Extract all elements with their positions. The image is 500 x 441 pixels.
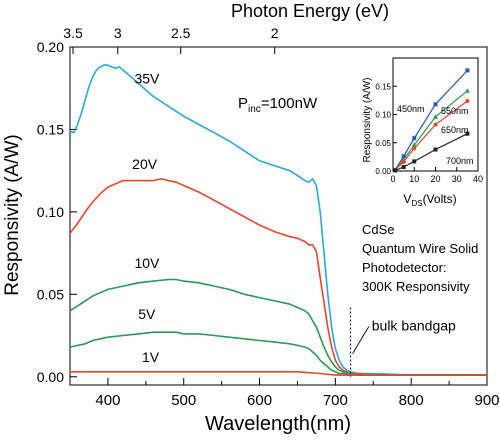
inset-x-tick-label: 30	[452, 174, 462, 184]
top-tick-label: 2	[271, 25, 279, 41]
description-line: Quantum Wire Solid	[362, 241, 478, 256]
inset-x-tick-label: 20	[430, 174, 440, 184]
top-tick-label: 2.5	[171, 25, 191, 41]
inset-point	[393, 168, 398, 173]
inset-point	[412, 146, 417, 151]
description-line: CdSe	[362, 222, 395, 237]
inset-series-label: 650nm	[441, 125, 469, 135]
series-line-1V	[70, 370, 487, 376]
inset-point	[433, 102, 438, 107]
inset-x-tick-label: 0	[390, 174, 395, 184]
inset-x-axis-label: VDS(Volts)	[403, 192, 456, 208]
inset-point	[401, 165, 406, 170]
inset-series-label: 550nm	[441, 106, 469, 116]
inset-tick-labels: 0 10 20 30 40 0.00 0.05 0.10 0.15 450nm 550nm 650nm…	[375, 82, 483, 184]
inset-point	[401, 159, 406, 164]
annotation-label: 1V	[142, 349, 160, 365]
inset-point	[401, 154, 406, 159]
y-tick-label: 0.15	[37, 121, 64, 137]
inset-point	[433, 147, 438, 152]
inset-series-lines	[392, 68, 470, 173]
inset-point	[433, 114, 438, 119]
power-label: Pinc=100nW	[238, 95, 318, 115]
annotation-label: 20V	[132, 156, 158, 172]
inset-point	[465, 131, 470, 136]
inset-y-tick-label: 0.05	[375, 139, 391, 148]
inset-point	[412, 159, 417, 164]
top-tick-label: 3.5	[63, 25, 83, 41]
x-tick-label: 500	[171, 392, 196, 409]
main-series-lines	[69, 64, 487, 377]
y-tick-label: 0.00	[37, 369, 64, 385]
inset-x-tick-label: 40	[473, 174, 483, 184]
inset-point	[465, 98, 470, 103]
inset-point	[433, 122, 438, 127]
top-tick-label: 3	[114, 25, 122, 41]
inset-y-tick-label: 0.00	[375, 167, 391, 176]
x-tick-label: 800	[399, 392, 424, 409]
inset-chart: 0 10 20 30 40 0.00 0.05 0.10 0.15 450nm 550nm 650nm…	[362, 55, 483, 208]
description-line: Photodetector:	[362, 260, 447, 275]
inset-y-tick-label: 0.10	[375, 111, 391, 120]
series-line-35V	[69, 64, 487, 376]
annotation-label: 35V	[134, 70, 160, 86]
annotation-label: 10V	[134, 255, 160, 271]
inset-series-label: 450nm	[397, 104, 425, 114]
inset-point	[465, 68, 470, 73]
top-axis-label: Photon Energy (eV)	[231, 1, 389, 21]
bandgap-pointer	[352, 326, 370, 354]
description-text: CdSe Quantum Wire Solid Photodetector: 3…	[362, 222, 478, 294]
main-axis-ticks	[69, 46, 488, 385]
inset-point	[411, 142, 417, 148]
x-tick-label: 700	[323, 392, 348, 409]
inset-y-axis-label: Responsivity (A/W)	[362, 77, 373, 162]
main-tick-labels: 400 500 600 700 800 9000.000.050.100.150.203.…	[37, 25, 500, 409]
y-axis-label: Responsivity (A/W)	[2, 134, 23, 296]
annotation-label: bulk bandgap	[372, 318, 456, 334]
y-tick-label: 0.20	[37, 39, 64, 55]
series-line-20V	[69, 178, 487, 376]
annotation-label: 5V	[138, 306, 156, 322]
inset-x-tick-label: 10	[409, 174, 419, 184]
inset-point	[464, 88, 470, 93]
inset-y-tick-label: 0.15	[375, 82, 391, 91]
x-tick-label: 600	[247, 392, 272, 409]
description-line: 300K Responsivity	[362, 279, 470, 294]
x-tick-label: 900	[474, 392, 499, 409]
y-tick-label: 0.05	[37, 286, 64, 302]
x-axis-label: Wavelength(nm)	[205, 413, 351, 435]
y-tick-label: 0.10	[37, 204, 64, 220]
series-line-5V	[69, 331, 487, 376]
inset-axis-ticks	[392, 85, 479, 172]
series-line-10V	[69, 278, 487, 376]
inset-series-label: 700nm	[446, 156, 474, 166]
main-plot-frame	[69, 46, 488, 386]
inset-point	[412, 136, 417, 141]
x-tick-label: 400	[95, 392, 120, 409]
